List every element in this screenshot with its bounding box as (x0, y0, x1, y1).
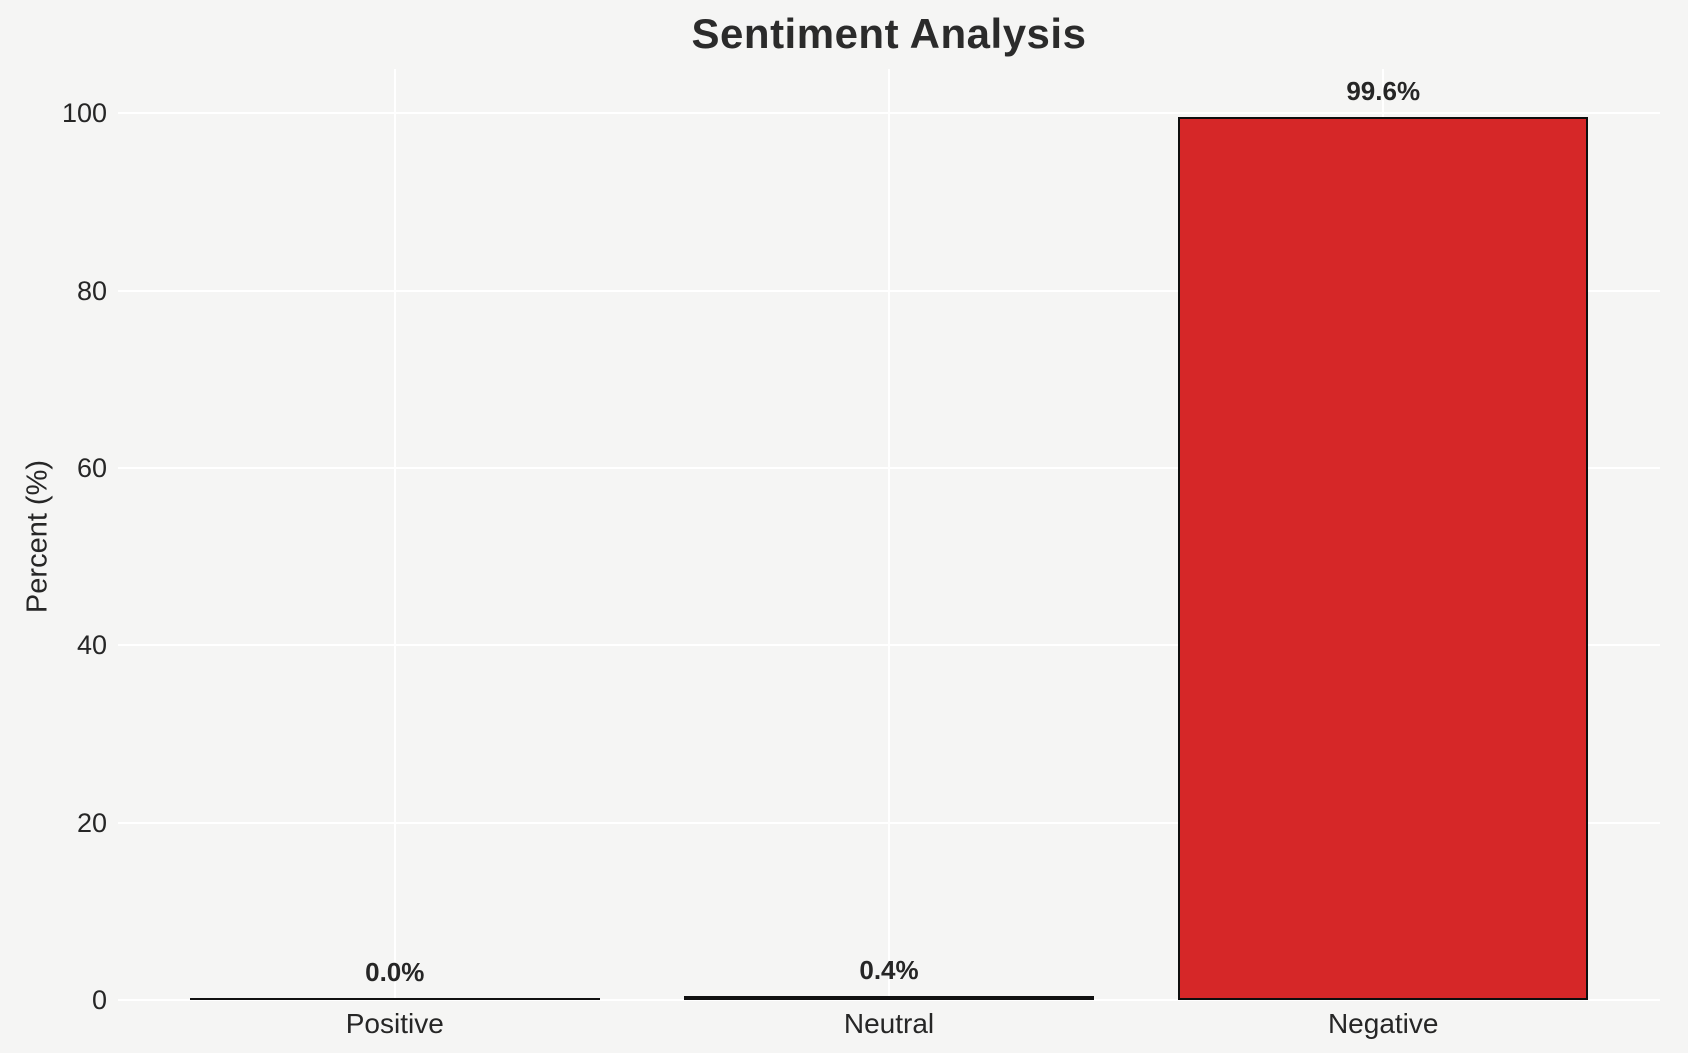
y-tick-label: 60 (76, 453, 107, 483)
y-tick-label: 20 (76, 807, 107, 838)
y-tick-label: 80 (76, 275, 107, 306)
chart-title: Sentiment Analysis (691, 10, 1087, 57)
x-gridline (393, 69, 396, 1000)
x-category-label-positive: Positive (345, 1008, 444, 1039)
bar-negative (1178, 117, 1589, 1000)
y-tick-label: 40 (76, 630, 107, 661)
y-tick-label: 100 (61, 98, 107, 129)
bar-positive (189, 998, 600, 1000)
bar-value-label: 99.6% (1346, 75, 1421, 106)
y-tick-label: 0 (91, 985, 107, 1015)
y-gridline (118, 999, 1660, 1001)
plot-area: 0.0% 0.4% 99.6% (118, 69, 1660, 1001)
bar-neutral (684, 996, 1094, 1000)
bar-value-label: 0.4% (859, 955, 919, 986)
x-gridline (888, 69, 890, 1000)
x-category-label-neutral: Neutral (843, 1008, 935, 1039)
bar-value-label: 0.0% (365, 957, 425, 987)
x-category-label-negative: Negative (1327, 1008, 1439, 1039)
